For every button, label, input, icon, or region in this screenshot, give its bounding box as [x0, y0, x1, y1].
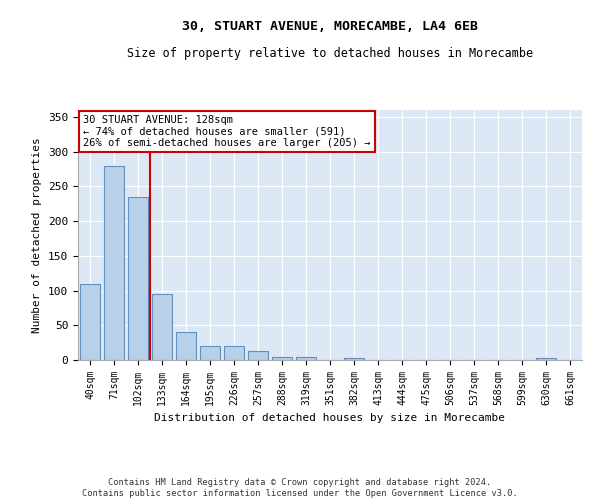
Bar — [248, 351, 268, 360]
Bar — [128, 197, 148, 360]
Text: Contains HM Land Registry data © Crown copyright and database right 2024.
Contai: Contains HM Land Registry data © Crown c… — [82, 478, 518, 498]
Bar — [224, 346, 244, 360]
Text: 30, STUART AVENUE, MORECAMBE, LA4 6EB: 30, STUART AVENUE, MORECAMBE, LA4 6EB — [182, 20, 478, 33]
Text: Size of property relative to detached houses in Morecambe: Size of property relative to detached ho… — [127, 48, 533, 60]
Bar — [104, 166, 124, 360]
Bar — [80, 284, 100, 360]
Text: 30 STUART AVENUE: 128sqm
← 74% of detached houses are smaller (591)
26% of semi-: 30 STUART AVENUE: 128sqm ← 74% of detach… — [83, 115, 371, 148]
Bar — [296, 357, 316, 360]
Bar — [176, 332, 196, 360]
Bar — [344, 358, 364, 360]
Bar — [536, 358, 556, 360]
X-axis label: Distribution of detached houses by size in Morecambe: Distribution of detached houses by size … — [155, 414, 505, 424]
Y-axis label: Number of detached properties: Number of detached properties — [32, 137, 43, 333]
Bar — [272, 356, 292, 360]
Bar — [200, 346, 220, 360]
Bar — [152, 294, 172, 360]
